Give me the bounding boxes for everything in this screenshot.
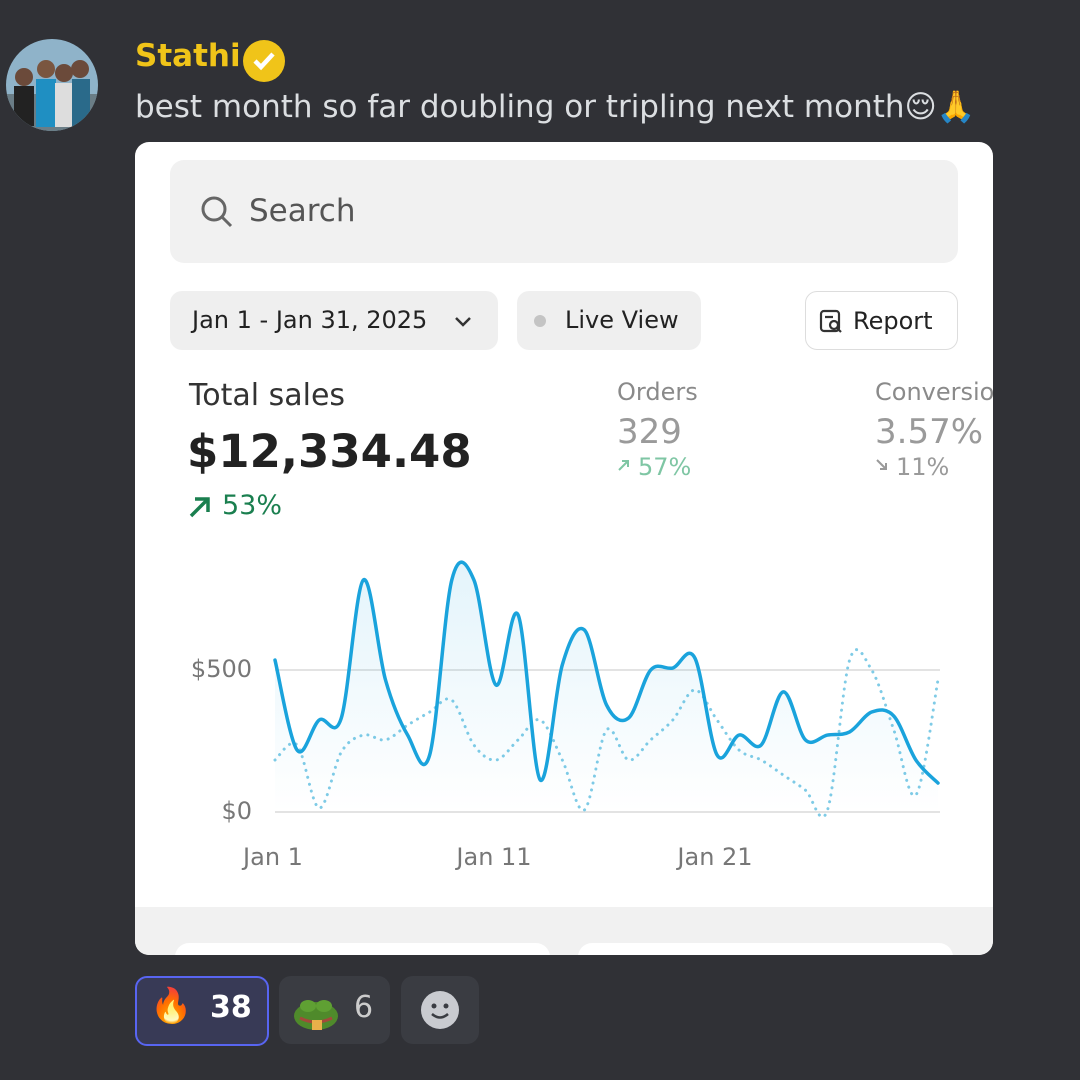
search-icon [201,196,233,228]
message-text: best month so far doubling or tripling n… [135,89,976,125]
footer-card [578,943,953,955]
metric-change: 11% [896,453,950,481]
y-tick-label: $500 [191,655,252,683]
line [273,560,940,785]
metric-change: 57% [638,453,692,481]
y-tick-label: $0 [221,797,252,825]
metric-label: Orders [617,378,698,406]
metric-value: $12,334.48 [187,425,472,478]
reaction-emoji: 🔥 [150,986,193,1026]
x-tick-label: Jan 1 [241,843,303,871]
x-tick-label: Jan 21 [675,843,752,871]
up-arrow [618,460,629,471]
reaction[interactable] [135,976,269,1046]
reaction-count: 38 [210,990,252,1025]
dashboard-card: Search Jan 1 - Jan 31, 2025 Live View Re… [135,142,993,955]
metric-label: Total sales [189,378,346,413]
search-box[interactable] [170,160,958,263]
add-reaction-icon [421,991,459,1029]
reaction-count: 6 [354,990,374,1025]
search-placeholder: Search [249,193,356,229]
live-view: Live View [565,306,679,334]
area [275,562,938,812]
metric-value: 329 [617,412,682,452]
report-icon [819,309,842,333]
sales-chart: $0 $500 Jan 1 Jan 11 Jan 21 [191,560,940,871]
report-button[interactable] [805,291,958,350]
footer-card [175,943,550,955]
author-name[interactable]: Stathi [135,38,241,74]
live-view-button[interactable] [517,291,701,350]
up-arrow [189,497,210,518]
date-range: Jan 1 - Jan 31, 2025 [192,306,428,334]
metric-change: 53% [222,490,283,521]
report: Report [853,307,933,335]
frog-emoji [294,1000,338,1030]
down-arrow [876,459,887,470]
chevron [455,317,471,327]
verified-badge [243,40,285,82]
x-tick-label: Jan 11 [454,843,531,871]
status-dot [534,315,546,327]
date-range-button[interactable] [170,291,498,350]
avatar[interactable] [6,39,98,131]
metric-value: 3.57% [875,412,984,452]
metric-label: Conversion [875,378,993,406]
